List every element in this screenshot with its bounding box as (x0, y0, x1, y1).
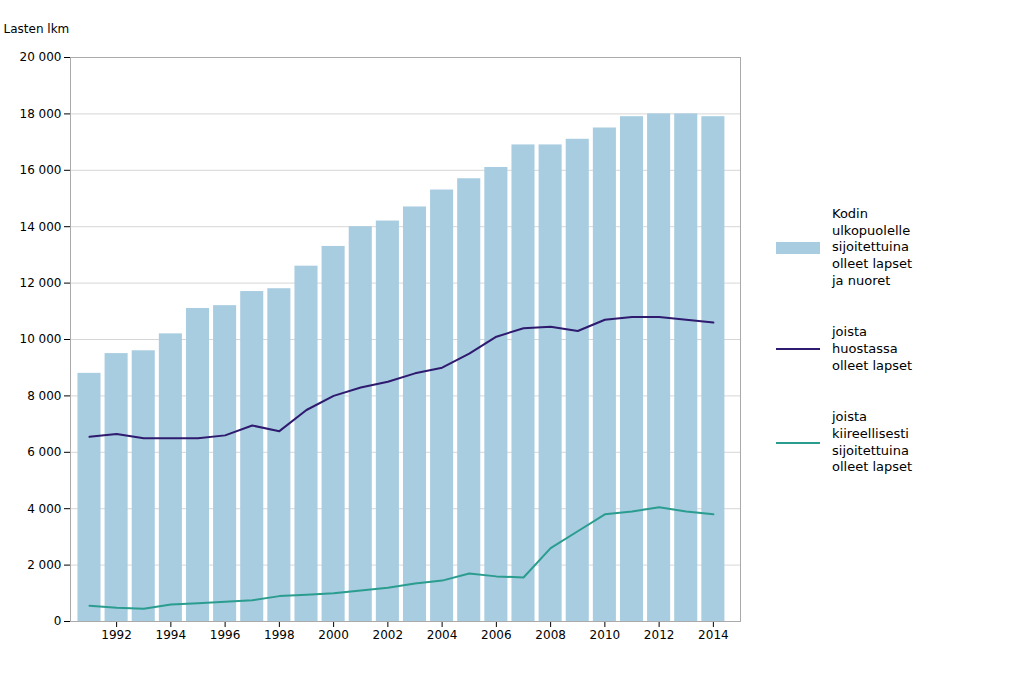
svg-text:18 000: 18 000 (20, 107, 62, 121)
svg-text:1996: 1996 (210, 628, 241, 642)
svg-text:2014: 2014 (698, 628, 729, 642)
svg-text:2010: 2010 (590, 628, 621, 642)
svg-text:1998: 1998 (264, 628, 295, 642)
svg-text:1994: 1994 (156, 628, 187, 642)
svg-text:2006: 2006 (481, 628, 512, 642)
svg-text:10 000: 10 000 (20, 332, 62, 346)
svg-text:8 000: 8 000 (27, 389, 61, 403)
html-text:joista kiireellisesti sijoitet: joista kiireellisesti sijoitettuina olle… (832, 408, 913, 475)
svg-text:1992: 1992 (101, 628, 132, 642)
svg-text:2 000: 2 000 (27, 558, 61, 572)
svg-text:20 000: 20 000 (20, 50, 62, 64)
svg-text:0: 0 (54, 614, 62, 628)
svg-text:2004: 2004 (427, 628, 458, 642)
svg-text:2000: 2000 (318, 628, 349, 642)
svg-text:12 000: 12 000 (20, 276, 62, 290)
svg-text:2008: 2008 (535, 628, 566, 642)
html-text:Kodin ulkopuolelle sijoitettui: Kodin ulkopuolelle sijoitettuina olleet … (832, 205, 913, 289)
html-text:joista huostassa olleet lapset: joista huostassa olleet lapset (832, 324, 913, 373)
svg-text:2002: 2002 (373, 628, 404, 642)
svg-text:14 000: 14 000 (20, 220, 62, 234)
svg-text:4 000: 4 000 (27, 502, 61, 516)
svg-text:16 000: 16 000 (20, 163, 62, 177)
svg-text:Lasten lkm: Lasten lkm (4, 22, 70, 36)
svg-text:2012: 2012 (644, 628, 675, 642)
svg-text:6 000: 6 000 (27, 445, 61, 459)
